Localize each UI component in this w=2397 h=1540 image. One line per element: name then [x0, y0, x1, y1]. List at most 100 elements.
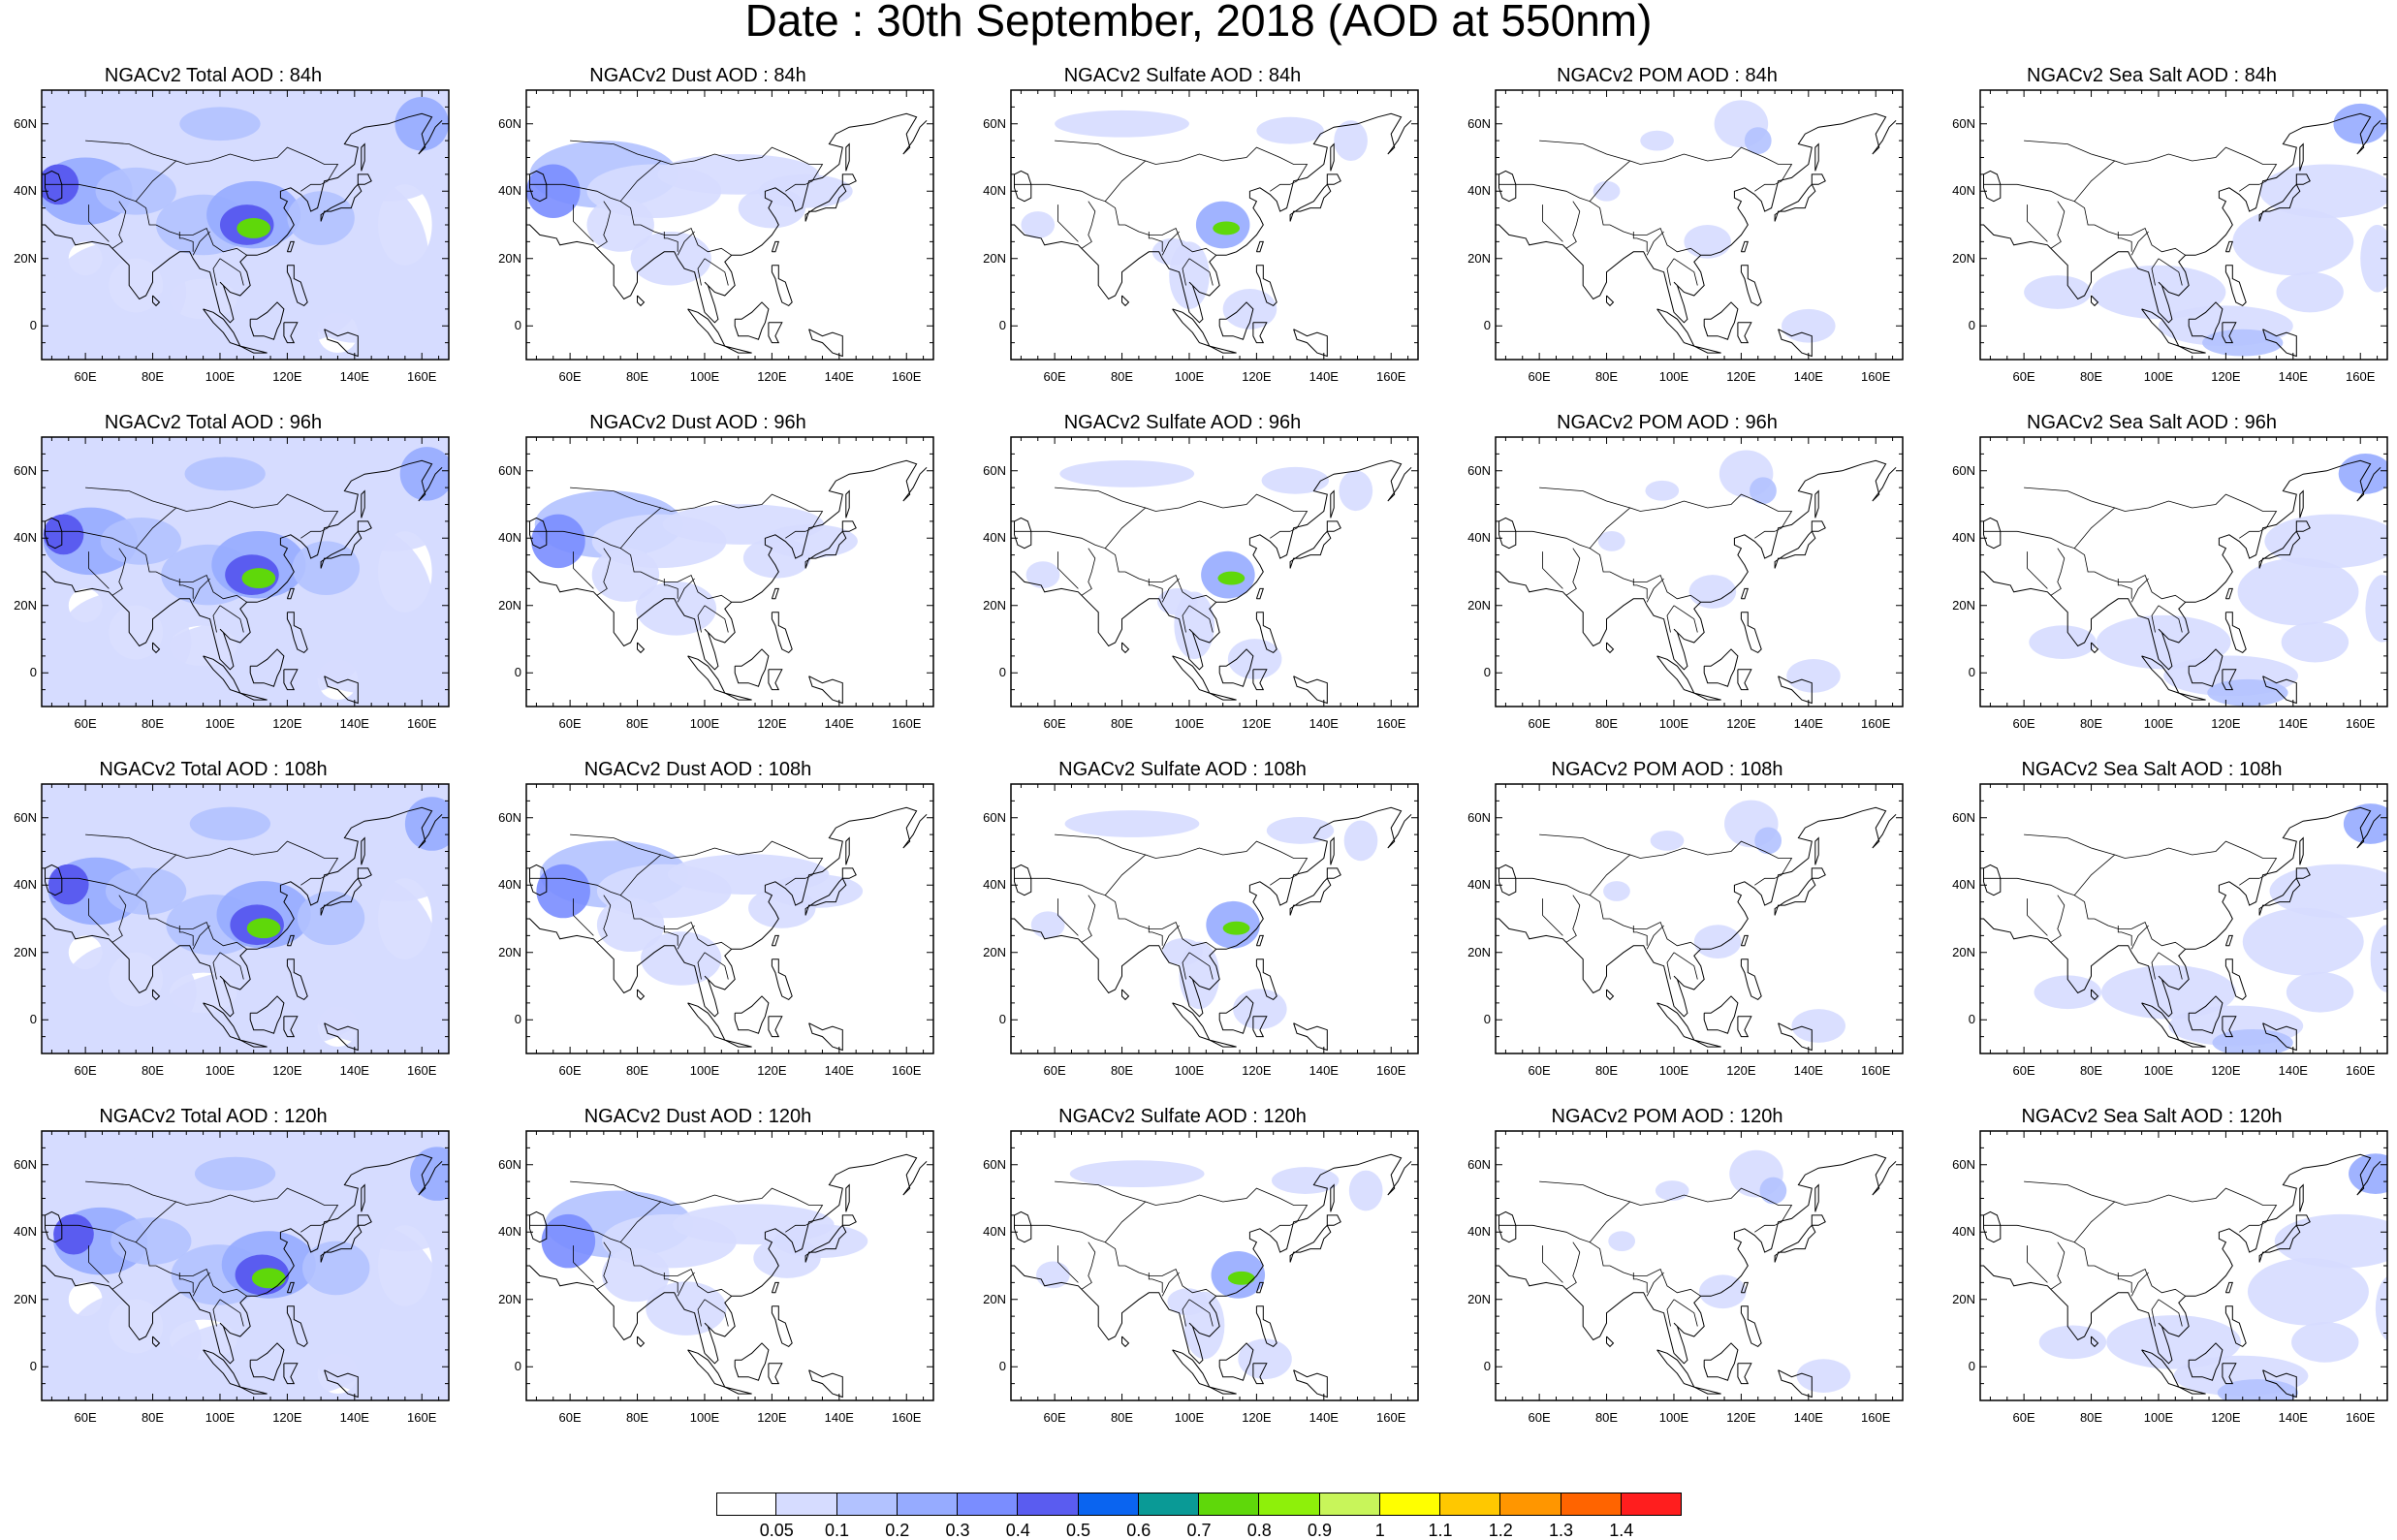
aod-blob [1233, 989, 1287, 1029]
lat-tick-label: 20N [0, 599, 37, 613]
aod-blob [195, 1157, 275, 1191]
lon-tick-label: 160E [397, 1064, 446, 1078]
lon-tick-label: 160E [882, 1064, 930, 1078]
figure-title: Date : 30th September, 2018 (AOD at 550n… [0, 0, 2397, 41]
lon-tick-label: 80E [1583, 1064, 1631, 1078]
lon-tick-label: 60E [2000, 1411, 2048, 1425]
aod-blob [1754, 827, 1782, 854]
lat-tick-label: 20N [967, 599, 1006, 613]
lat-tick-label: 60N [1452, 811, 1491, 825]
coastline [1290, 531, 1331, 568]
lon-tick-label: 140E [331, 1064, 379, 1078]
coastline [1738, 670, 1751, 690]
lon-tick-label: 160E [882, 370, 930, 384]
country-border [2074, 1242, 2186, 1297]
country-border [2028, 898, 2048, 935]
aod-blob [2024, 275, 2091, 309]
aod-blob [179, 107, 260, 141]
aod-blob [636, 581, 716, 636]
coastline [1499, 807, 1897, 1017]
aod-blob [2276, 272, 2343, 313]
lat-tick-label: 40N [1452, 878, 1491, 892]
aod-blob [410, 1147, 464, 1201]
coastline [1815, 491, 1818, 519]
coastline [1499, 1211, 1516, 1241]
lon-tick-label: 60E [61, 1411, 110, 1425]
country-border [1058, 204, 1079, 241]
coastline [1210, 346, 1237, 353]
lon-tick-label: 80E [2067, 1064, 2116, 1078]
coastline [1290, 1225, 1331, 1262]
coastline [1704, 649, 1738, 686]
lon-tick-label: 160E [397, 717, 446, 731]
aod-blob [168, 1319, 369, 1399]
lat-tick-label: 40N [1452, 184, 1491, 198]
lon-tick-label: 100E [1650, 717, 1698, 731]
panel-title: NGACv2 Sea Salt AOD : 96h [1939, 411, 2365, 434]
aod-field [530, 807, 928, 1054]
country-border [2051, 1242, 2065, 1290]
coastline [769, 1017, 782, 1037]
lat-tick-label: 0 [1452, 1013, 1491, 1026]
country-border [1015, 147, 1308, 202]
coastline [1499, 171, 1516, 201]
coastline [1122, 296, 1129, 305]
lon-tick-label: 120E [263, 1411, 311, 1425]
aod-field [1499, 1150, 1897, 1401]
aod-blob [1059, 460, 1194, 487]
lat-tick-label: 0 [1452, 1360, 1491, 1373]
country-border [1082, 202, 1095, 249]
aod-field [1015, 1154, 1412, 1401]
lon-tick-label: 80E [614, 1411, 662, 1425]
coastline [1738, 1364, 1751, 1384]
aod-blob [531, 515, 585, 569]
aod-blob [1797, 1359, 1851, 1393]
lat-tick-label: 20N [1452, 599, 1491, 613]
lon-tick-label: 80E [1098, 1411, 1147, 1425]
lat-tick-label: 60N [1452, 464, 1491, 478]
aod-blob [242, 568, 276, 588]
aod-blob [1791, 1009, 1845, 1043]
colorbar-label: 1 [1351, 1522, 1409, 1539]
panel-title: NGACv2 POM AOD : 96h [1454, 411, 1880, 434]
coastline [1984, 1211, 2001, 1241]
lon-tick-label: 120E [1232, 370, 1280, 384]
lon-tick-label: 160E [397, 1411, 446, 1425]
lat-tick-label: 60N [967, 117, 1006, 131]
country-border [1674, 606, 1697, 633]
lon-tick-label: 140E [1784, 717, 1833, 731]
aod-blob [1262, 467, 1329, 494]
country-border [1015, 841, 1308, 896]
colorbar-swatch [1380, 1493, 1440, 1516]
colorbar-swatch [1259, 1493, 1319, 1516]
aod-blob [405, 797, 459, 851]
panel-title: NGACv2 Dust AOD : 84h [485, 64, 911, 87]
lon-tick-label: 100E [680, 1064, 729, 1078]
coastline [1694, 1040, 1721, 1047]
aod-field [526, 113, 927, 361]
country-border [1055, 487, 1146, 508]
aod-blob [1213, 222, 1240, 236]
lon-tick-label: 100E [1165, 717, 1214, 731]
aod-blob [646, 1281, 726, 1336]
lon-tick-label: 80E [129, 1064, 177, 1078]
coastline [2300, 838, 2303, 865]
coastline [1015, 864, 1031, 895]
country-border [2239, 184, 2259, 191]
country-border [2074, 202, 2186, 256]
lat-tick-label: 0 [1937, 1360, 1975, 1373]
coastline [1984, 171, 2001, 201]
colorbar-swatch [1561, 1493, 1622, 1516]
country-border [2131, 926, 2148, 949]
lon-tick-label: 140E [2269, 1411, 2318, 1425]
coastline [1210, 693, 1237, 700]
lon-tick-label: 60E [1515, 1064, 1563, 1078]
lon-tick-label: 120E [1717, 370, 1765, 384]
country-border [1674, 259, 1697, 286]
coastline [1738, 323, 1751, 343]
lon-tick-label: 80E [1098, 1064, 1147, 1078]
aod-blob [1598, 531, 1625, 551]
panel-title: NGACv2 Total AOD : 108h [0, 758, 426, 781]
